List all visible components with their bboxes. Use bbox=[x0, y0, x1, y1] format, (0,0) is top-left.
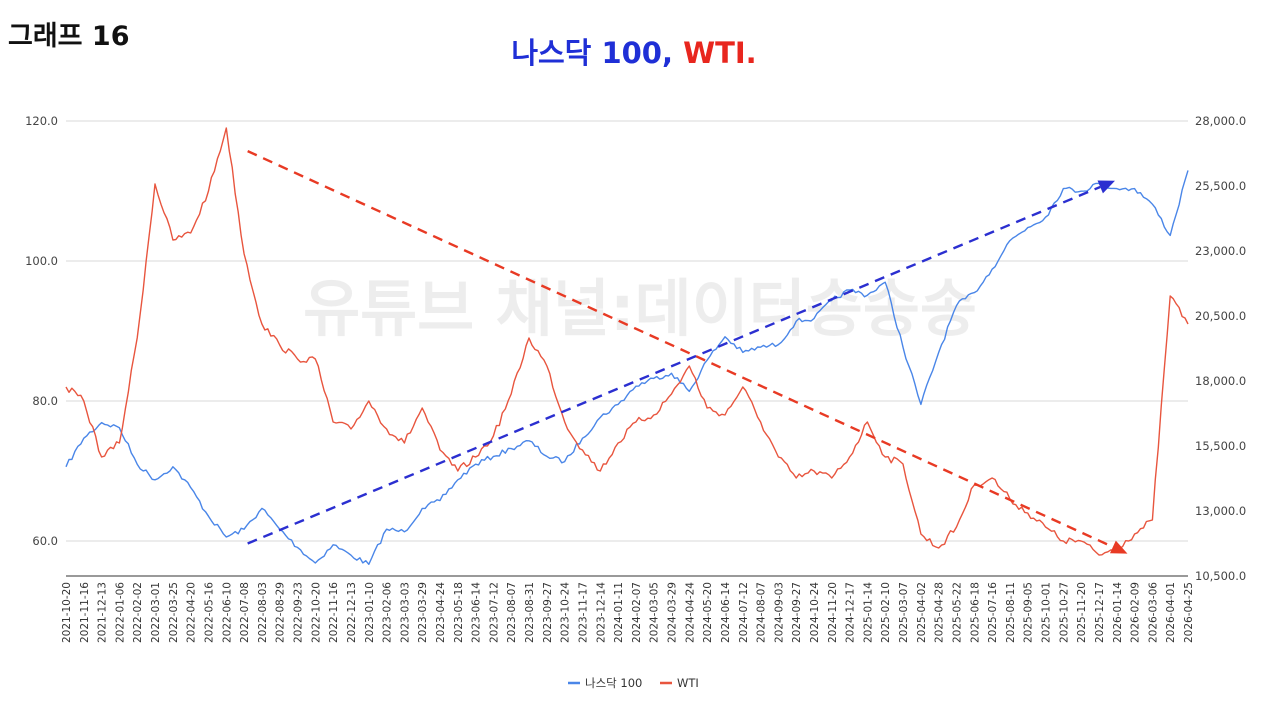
x-tick-label: 2024-09-27 bbox=[791, 582, 803, 643]
blue-trend-arrow-head bbox=[1097, 180, 1115, 194]
x-tick-label: 2023-03-03 bbox=[399, 582, 411, 643]
x-tick-label: 2022-05-16 bbox=[203, 582, 215, 643]
legend: 나스닥 100 WTI bbox=[568, 676, 699, 690]
x-tick-label: 2025-02-10 bbox=[880, 582, 892, 643]
x-tick-label: 2025-01-14 bbox=[862, 582, 874, 643]
x-axis: 2021-10-20 2021-11-16 2021-12-13 2022-01-06… bbox=[61, 575, 1195, 643]
x-tick-label: 2024-06-14 bbox=[720, 582, 732, 643]
x-tick-label: 2023-07-12 bbox=[488, 582, 500, 643]
x-tick-label: 2022-09-23 bbox=[293, 582, 305, 643]
x-tick-label: 2022-12-13 bbox=[346, 582, 358, 643]
left-tick-label: 60.0 bbox=[32, 534, 58, 548]
right-tick-label: 10,500.0 bbox=[1195, 569, 1246, 583]
x-tick-label: 2024-10-24 bbox=[809, 582, 821, 643]
right-tick-label: 18,000.0 bbox=[1195, 374, 1246, 388]
x-tick-label: 2024-04-24 bbox=[684, 582, 696, 643]
x-tick-label: 2025-12-17 bbox=[1094, 582, 1106, 643]
red-trend-arrow bbox=[247, 150, 1114, 549]
x-tick-label: 2024-12-17 bbox=[845, 582, 857, 643]
x-tick-label: 2022-10-20 bbox=[310, 582, 322, 643]
right-axis: 10,500.0 13,000.0 15,500.0 18,000.0 20,500.0… bbox=[1195, 114, 1246, 583]
x-tick-label: 2022-03-01 bbox=[150, 582, 162, 643]
x-tick-label: 2024-02-07 bbox=[631, 582, 643, 643]
x-tick-label: 2025-04-02 bbox=[916, 582, 928, 643]
x-tick-label: 2023-02-06 bbox=[382, 582, 394, 643]
x-tick-label: 2024-07-12 bbox=[738, 582, 750, 643]
x-tick-label: 2022-07-08 bbox=[239, 582, 251, 643]
x-tick-label: 2023-05-18 bbox=[453, 582, 465, 643]
x-tick-label: 2024-03-29 bbox=[667, 582, 679, 643]
red-trend-arrow-head bbox=[1109, 540, 1128, 554]
left-tick-label: 100.0 bbox=[25, 254, 58, 268]
right-tick-label: 23,000.0 bbox=[1195, 244, 1246, 258]
x-tick-label: 2026-01-14 bbox=[1112, 582, 1124, 643]
x-tick-label: 2025-07-16 bbox=[987, 582, 999, 643]
x-tick-label: 2025-04-28 bbox=[934, 582, 946, 643]
x-tick-label: 2021-10-20 bbox=[61, 582, 73, 643]
x-tick-label: 2026-02-09 bbox=[1130, 582, 1142, 643]
legend-label-wti: WTI bbox=[677, 676, 699, 690]
x-tick-label: 2023-09-27 bbox=[542, 582, 554, 643]
x-tick-label: 2022-11-16 bbox=[328, 582, 340, 643]
x-tick-label: 2025-09-05 bbox=[1023, 582, 1035, 643]
x-tick-label: 2023-10-24 bbox=[560, 582, 572, 643]
left-tick-label: 120.0 bbox=[25, 114, 58, 128]
x-tick-label: 2023-11-17 bbox=[577, 582, 589, 643]
x-tick-label: 2026-04-25 bbox=[1183, 582, 1195, 643]
right-tick-label: 28,000.0 bbox=[1195, 114, 1246, 128]
x-tick-label: 2025-05-22 bbox=[951, 582, 963, 643]
legend-label-nasdaq: 나스닥 100 bbox=[585, 676, 642, 690]
x-tick-label: 2023-12-14 bbox=[595, 582, 607, 643]
right-tick-label: 15,500.0 bbox=[1195, 439, 1246, 453]
annotation-layer bbox=[247, 150, 1128, 554]
x-tick-label: 2023-04-24 bbox=[435, 582, 447, 643]
x-tick-label: 2022-08-03 bbox=[257, 582, 269, 643]
x-tick-label: 2022-01-06 bbox=[114, 582, 126, 643]
x-tick-label: 2026-03-06 bbox=[1147, 582, 1159, 643]
x-tick-label: 2022-03-25 bbox=[168, 582, 180, 643]
x-tick-label: 2024-05-20 bbox=[702, 582, 714, 643]
x-tick-label: 2022-04-20 bbox=[186, 582, 198, 643]
x-tick-label: 2024-09-03 bbox=[773, 582, 785, 643]
x-tick-label: 2023-03-29 bbox=[417, 582, 429, 643]
left-tick-label: 80.0 bbox=[32, 394, 58, 408]
x-tick-label: 2023-01-10 bbox=[364, 582, 376, 643]
x-tick-label: 2024-08-07 bbox=[756, 582, 768, 643]
chart-title-wti: WTI. bbox=[683, 36, 757, 70]
x-tick-label: 2022-08-29 bbox=[275, 582, 287, 643]
x-tick-label: 2025-06-18 bbox=[969, 582, 981, 643]
chart-title-nasdaq: 나스닥 100, bbox=[511, 36, 684, 70]
x-tick-label: 2025-11-20 bbox=[1076, 582, 1088, 643]
x-tick-label: 2023-08-07 bbox=[506, 582, 518, 643]
left-axis: 60.0 80.0 100.0 120.0 bbox=[25, 114, 58, 548]
x-tick-label: 2023-08-31 bbox=[524, 582, 536, 643]
series-line-nasdaq bbox=[65, 170, 1189, 565]
x-tick-label: 2025-08-11 bbox=[1005, 582, 1017, 643]
x-tick-label: 2021-12-13 bbox=[97, 582, 109, 643]
page-label: 그래프 16 bbox=[8, 21, 130, 52]
x-tick-label: 2026-04-01 bbox=[1165, 582, 1177, 643]
right-tick-label: 25,500.0 bbox=[1195, 179, 1246, 193]
x-tick-label: 2021-11-16 bbox=[79, 582, 91, 643]
blue-trend-arrow bbox=[247, 185, 1101, 545]
chart-title: 나스닥 100, WTI. bbox=[0, 30, 1268, 72]
x-tick-label: 2024-01-11 bbox=[613, 582, 625, 643]
x-tick-label: 2023-06-14 bbox=[471, 582, 483, 643]
series-line-wti bbox=[65, 127, 1189, 556]
right-tick-label: 20,500.0 bbox=[1195, 309, 1246, 323]
x-tick-label: 2024-11-20 bbox=[827, 582, 839, 643]
right-tick-label: 13,000.0 bbox=[1195, 504, 1246, 518]
x-tick-label: 2025-10-01 bbox=[1041, 582, 1053, 643]
x-tick-label: 2022-06-10 bbox=[221, 582, 233, 643]
x-tick-label: 2024-03-05 bbox=[649, 582, 661, 643]
x-tick-label: 2025-10-27 bbox=[1058, 582, 1070, 643]
x-tick-label: 2025-03-07 bbox=[898, 582, 910, 643]
series-layer bbox=[65, 127, 1189, 565]
x-tick-label: 2022-02-02 bbox=[132, 582, 144, 643]
watermark: 유튜브 채널:데이터송송송 bbox=[303, 272, 977, 345]
